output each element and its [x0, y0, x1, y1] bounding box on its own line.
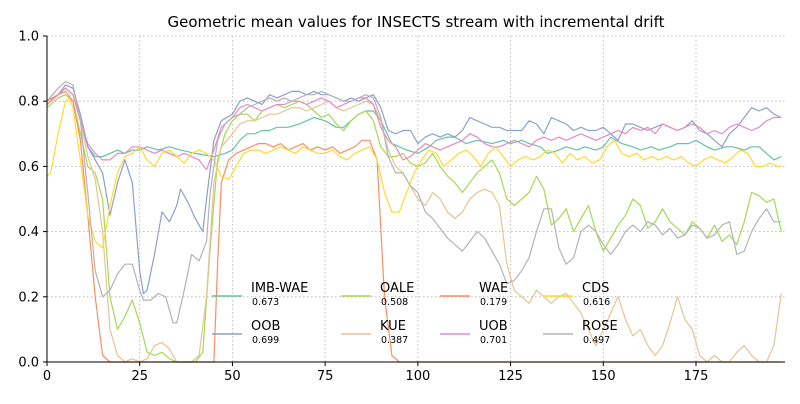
series-line-imb-wae [46, 87, 782, 161]
series-line-cds [46, 97, 782, 249]
legend-label: OOB [251, 319, 280, 334]
grid-layer [46, 35, 785, 363]
y-tick-label: 0.0 [18, 356, 39, 371]
legend-label: WAE [479, 281, 508, 296]
x-tick-label: 100 [405, 369, 430, 384]
chart-title: Geometric mean values for INSECTS stream… [168, 13, 665, 31]
y-tick-label: 0.2 [18, 290, 39, 305]
legend-score: 0.179 [480, 297, 507, 308]
x-tick-label: 25 [131, 369, 148, 384]
x-tick-label: 150 [591, 369, 616, 384]
series-line-rose [46, 81, 782, 324]
legend-score: 0.616 [583, 297, 610, 308]
legend-score: 0.508 [381, 297, 408, 308]
x-tick-label: 0 [43, 369, 51, 384]
x-tick-label: 50 [224, 369, 241, 384]
legend-label: CDS [582, 281, 609, 296]
legend-label: ROSE [582, 319, 618, 334]
legend-label: KUE [380, 319, 406, 334]
series-line-oale [46, 94, 782, 363]
legend-label: UOB [479, 319, 508, 334]
x-tick-label: 175 [684, 369, 709, 384]
series-layer [46, 81, 782, 363]
y-tick-label: 0.4 [18, 225, 39, 240]
legend-score: 0.701 [480, 335, 507, 346]
legend-label: IMB-WAE [251, 281, 308, 296]
x-tick-label: 75 [317, 369, 334, 384]
x-tick-label: 125 [498, 369, 523, 384]
y-tick-label: 1.0 [18, 30, 39, 45]
legend-label: OALE [380, 281, 414, 296]
series-line-oob [46, 84, 782, 295]
legend-score: 0.673 [252, 297, 279, 308]
axes-layer: 0 25 50 75 100 125 150 175 0.0 0.2 0.4 0.6 0.8 1.0 [18, 30, 785, 384]
series-line-kue [46, 87, 782, 363]
series-line-uob [46, 87, 782, 171]
y-tick-label: 0.6 [18, 160, 39, 175]
series-line-wae [46, 90, 782, 363]
y-tick-label: 0.8 [18, 95, 39, 110]
legend-score: 0.387 [381, 335, 408, 346]
legend-score: 0.497 [583, 335, 610, 346]
legend-score: 0.699 [252, 335, 279, 346]
